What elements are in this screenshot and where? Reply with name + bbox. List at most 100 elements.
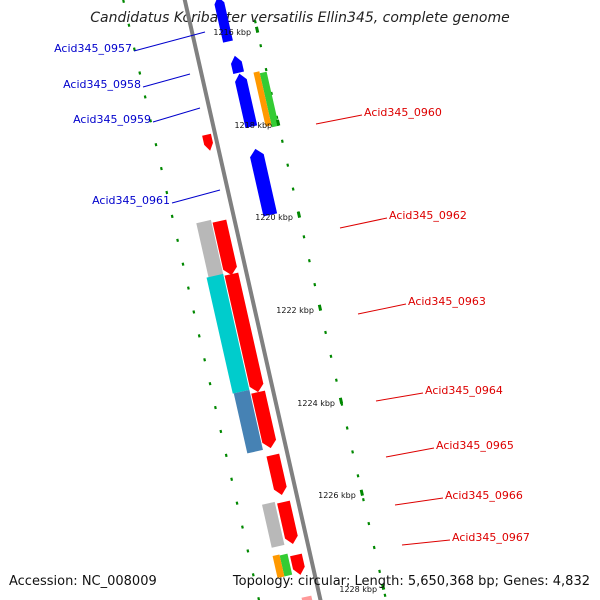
reverse-gene-leader-line bbox=[315, 114, 363, 125]
reverse-gene-label: Acid345_0960 bbox=[364, 106, 442, 119]
reverse-gene-label: Acid345_0966 bbox=[445, 489, 523, 502]
forward-gene-arrow bbox=[250, 148, 278, 217]
reverse-gene-leader-line bbox=[375, 392, 424, 402]
reverse-gene-arrow bbox=[290, 553, 305, 575]
cds-feature bbox=[262, 501, 285, 548]
right-tick-mark bbox=[138, 71, 142, 75]
genome-backbone bbox=[182, 0, 323, 600]
right-tick-mark bbox=[170, 214, 174, 219]
right-tick-mark bbox=[219, 429, 223, 434]
reverse-gene-leader-line bbox=[394, 497, 444, 506]
right-tick-mark bbox=[132, 47, 136, 51]
left-tick-mark bbox=[334, 378, 338, 382]
reverse-gene-label: Acid345_0967 bbox=[452, 531, 530, 544]
cds-feature bbox=[206, 273, 250, 394]
left-tick-mark bbox=[383, 593, 387, 597]
map-title: Candidatus Koribacter versatilis Ellin34… bbox=[90, 10, 510, 26]
right-tick-mark bbox=[149, 119, 152, 123]
forward-gene-leader-line bbox=[142, 73, 191, 88]
cds-feature bbox=[259, 71, 279, 128]
accession-text: Accession: NC_008009 bbox=[9, 574, 157, 589]
right-tick-mark bbox=[246, 549, 250, 553]
forward-gene-leader-line bbox=[133, 31, 206, 52]
left-tick-mark bbox=[378, 569, 382, 574]
left-tick-mark bbox=[351, 450, 354, 454]
cds-feature bbox=[279, 553, 293, 577]
reverse-gene-label: Acid345_0965 bbox=[436, 439, 514, 452]
reverse-gene-arrow bbox=[251, 390, 277, 449]
forward-gene-leader-line bbox=[152, 107, 201, 123]
right-tick-mark bbox=[203, 358, 207, 362]
right-tick-mark bbox=[154, 142, 158, 147]
right-tick-mark bbox=[214, 405, 217, 410]
forward-gene-arrow bbox=[230, 55, 245, 74]
left-tick-mark bbox=[302, 235, 306, 239]
cds-feature bbox=[272, 554, 285, 578]
right-tick-mark bbox=[165, 190, 169, 195]
right-tick-mark bbox=[122, 0, 125, 4]
right-tick-mark bbox=[187, 286, 190, 290]
right-tick-mark bbox=[143, 95, 147, 99]
reverse-gene-label: Acid345_0963 bbox=[408, 295, 486, 308]
left-tick-mark bbox=[356, 474, 360, 478]
forward-gene-label: Acid345_0959 bbox=[73, 113, 151, 126]
reverse-gene-arrow bbox=[266, 453, 287, 496]
right-tick-mark bbox=[241, 525, 244, 529]
forward-gene-label: Acid345_0957 bbox=[54, 42, 132, 55]
scale-mark-tick bbox=[338, 397, 344, 404]
cds-feature bbox=[196, 219, 224, 280]
reverse-gene-leader-line bbox=[357, 303, 407, 315]
forward-gene-label: Acid345_0961 bbox=[92, 194, 170, 207]
left-tick-mark bbox=[291, 187, 295, 191]
genome-summary-text: Topology: circular; Length: 5,650,368 bp… bbox=[232, 574, 590, 589]
scale-mark-tick bbox=[254, 26, 260, 33]
scale-mark-tick bbox=[359, 489, 364, 496]
scale-mark-label: 1218 kbp bbox=[234, 121, 272, 130]
scale-mark-label: 1220 kbp bbox=[255, 213, 293, 222]
forward-gene-leader-line bbox=[171, 189, 221, 204]
right-tick-mark bbox=[197, 334, 201, 338]
scale-mark-label: 1222 kbp bbox=[276, 306, 314, 315]
scale-mark-label: 1226 kbp bbox=[318, 491, 356, 500]
reverse-gene-arrow bbox=[277, 500, 298, 545]
cds-feature bbox=[233, 389, 263, 454]
reverse-gene-label: Acid345_0962 bbox=[389, 209, 467, 222]
forward-gene-arrow bbox=[235, 73, 258, 128]
reverse-gene-leader-line bbox=[385, 447, 435, 458]
reverse-gene-leader-line bbox=[339, 217, 388, 229]
right-tick-mark bbox=[181, 262, 185, 266]
scale-mark-tick bbox=[276, 119, 281, 126]
scale-mark-tick bbox=[317, 304, 323, 311]
reverse-gene-arrow bbox=[212, 219, 237, 276]
scale-mark-label: 1224 kbp bbox=[297, 399, 335, 408]
left-tick-mark bbox=[280, 139, 284, 143]
reverse-gene-leader-line bbox=[401, 539, 451, 546]
right-tick-mark bbox=[251, 573, 255, 577]
scale-mark-tick bbox=[296, 211, 302, 218]
forward-gene-label: Acid345_0958 bbox=[63, 78, 141, 91]
left-tick-mark bbox=[286, 163, 290, 167]
left-tick-mark bbox=[259, 43, 263, 48]
cds-feature bbox=[253, 71, 272, 127]
right-tick-mark bbox=[230, 477, 234, 481]
reverse-gene-arrow bbox=[301, 595, 313, 600]
scale-mark-tick bbox=[380, 583, 386, 590]
reverse-gene-arrow bbox=[202, 133, 213, 151]
right-tick-mark bbox=[235, 501, 239, 505]
left-tick-mark bbox=[313, 282, 317, 287]
left-tick-mark bbox=[253, 20, 257, 24]
right-tick-mark bbox=[127, 23, 131, 27]
left-tick-mark bbox=[361, 497, 365, 502]
left-tick-mark bbox=[307, 259, 311, 263]
left-tick-mark bbox=[372, 545, 376, 550]
left-tick-mark bbox=[367, 521, 371, 526]
left-tick-mark bbox=[264, 67, 268, 72]
right-tick-mark bbox=[224, 453, 228, 458]
right-tick-mark bbox=[208, 381, 212, 386]
reverse-gene-arrow bbox=[224, 272, 264, 393]
reverse-gene-label: Acid345_0964 bbox=[425, 384, 503, 397]
left-tick-mark bbox=[345, 426, 349, 430]
scale-mark-label: 1216 kbp bbox=[213, 28, 251, 37]
right-tick-mark bbox=[192, 310, 196, 314]
